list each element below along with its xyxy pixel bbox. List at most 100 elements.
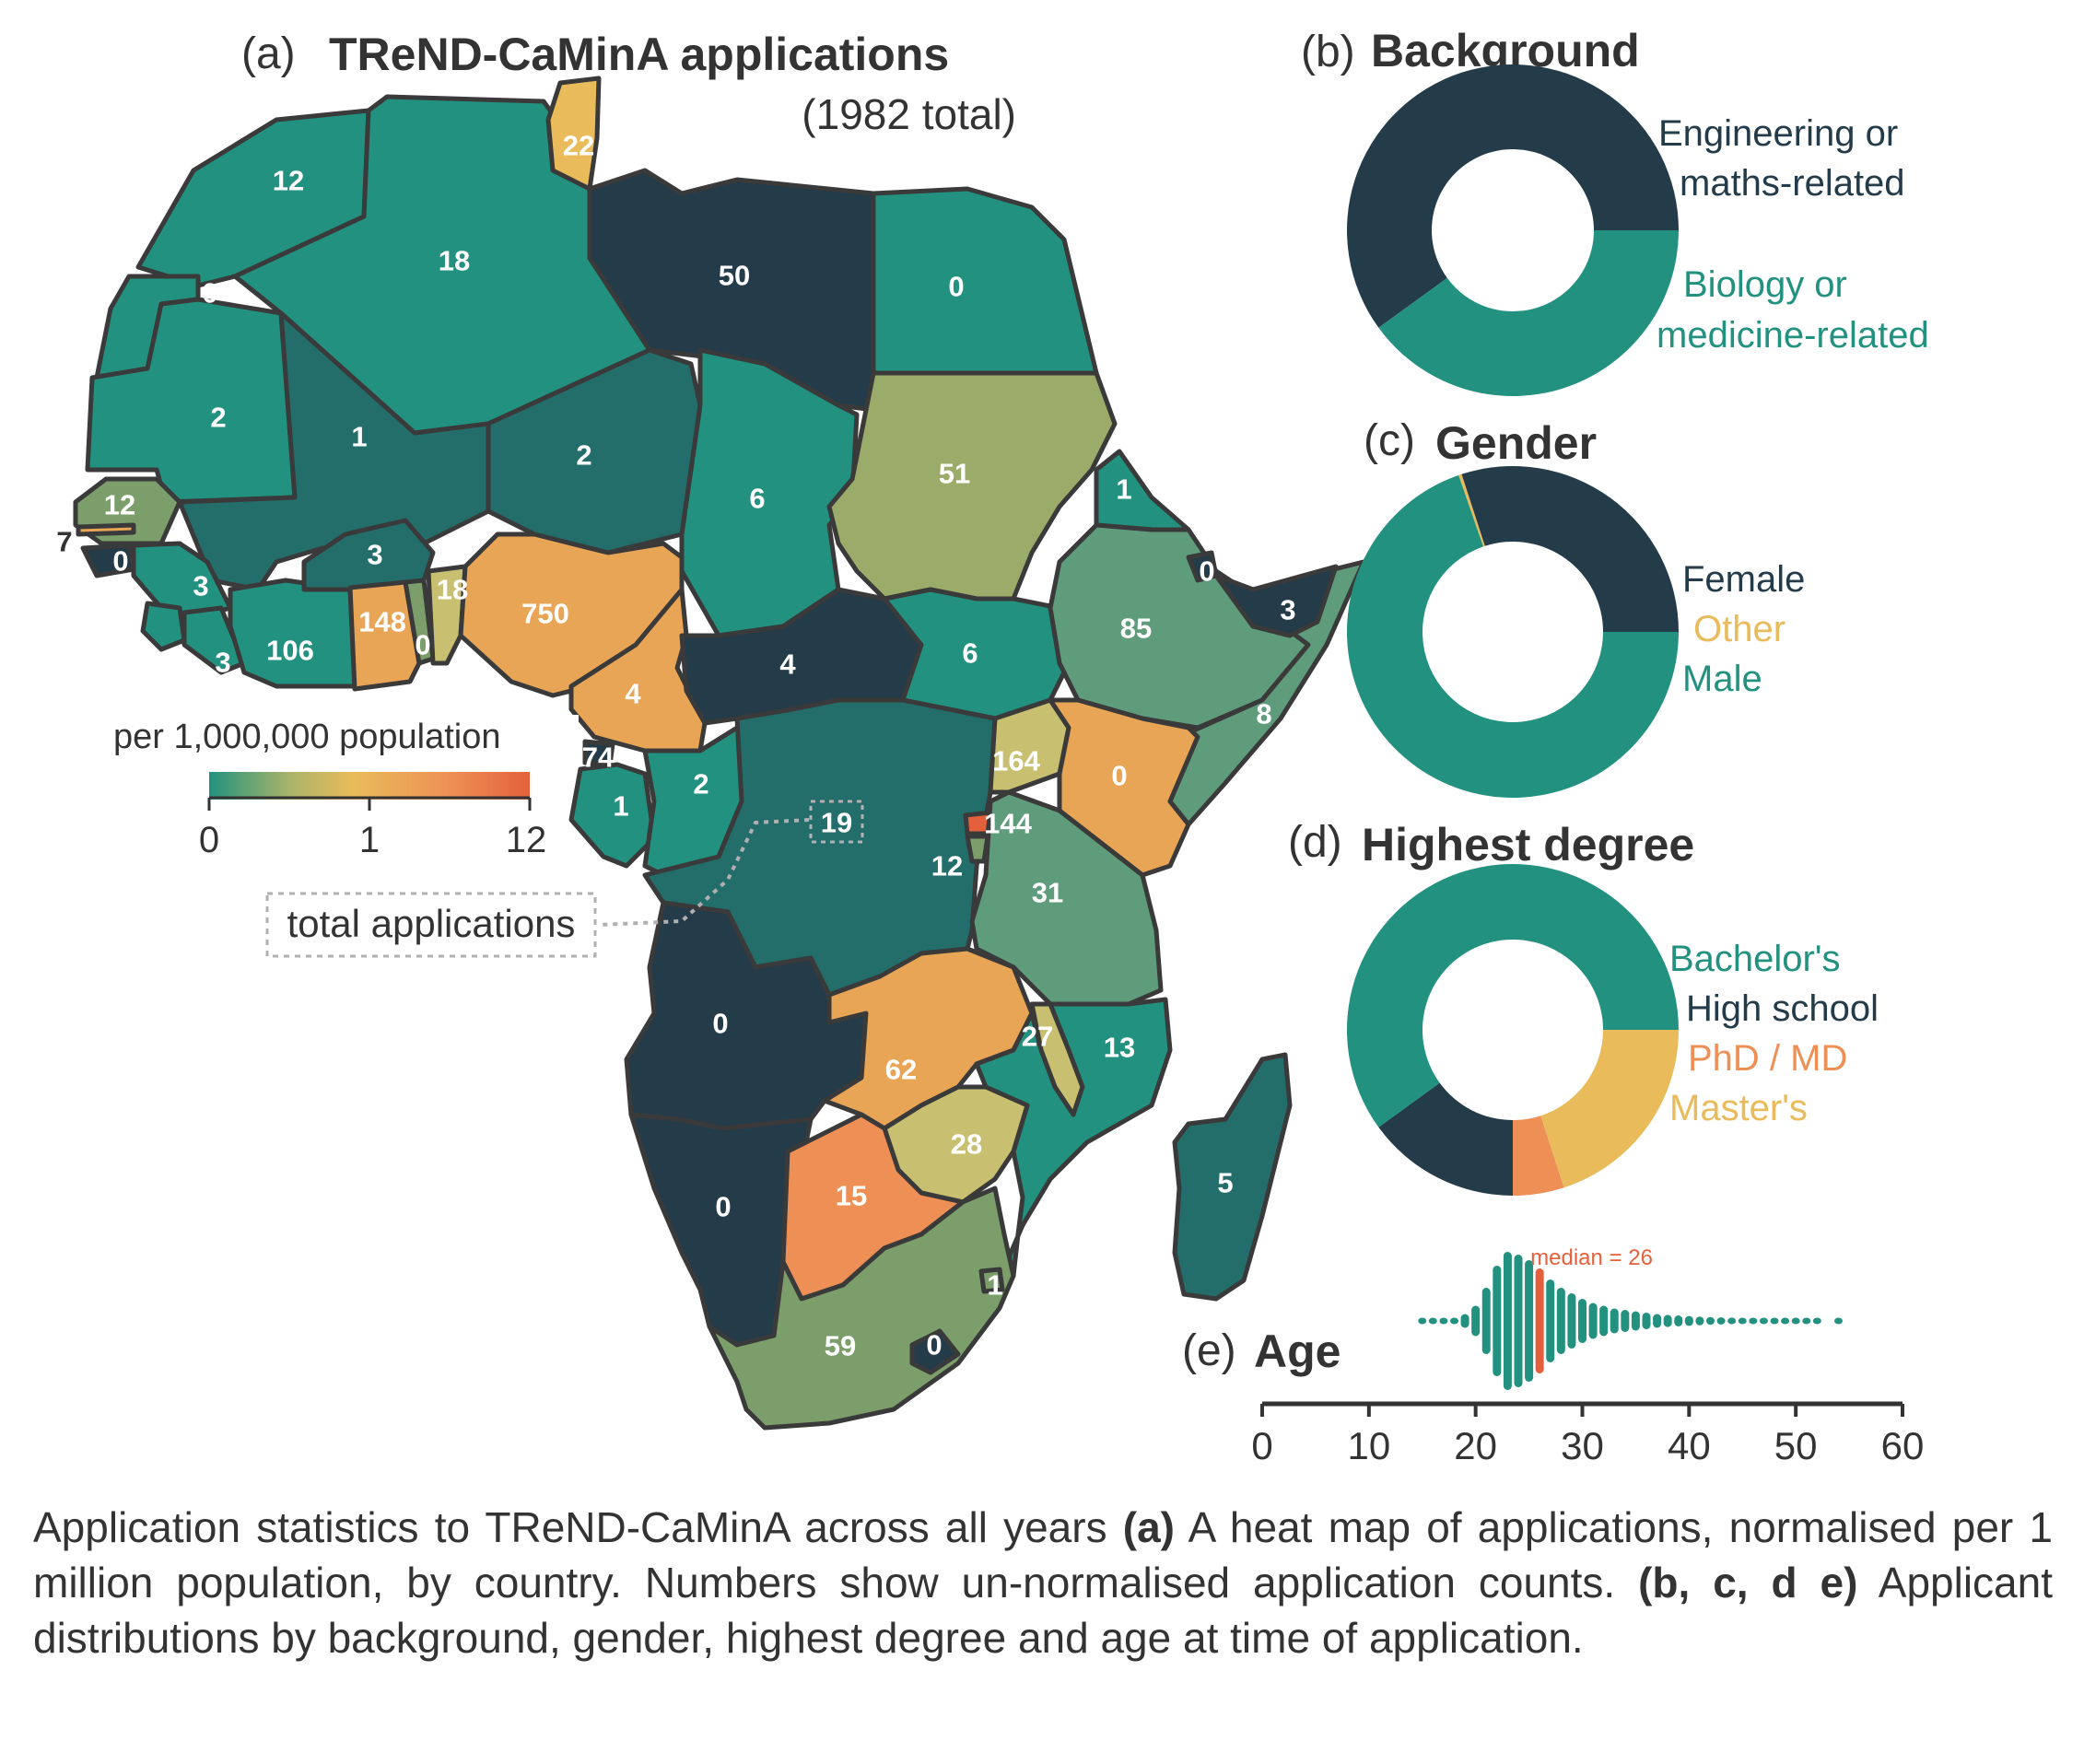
age-bar	[1749, 1317, 1758, 1325]
age-bar	[1460, 1314, 1469, 1328]
caption-bold: (a)	[1122, 1503, 1175, 1551]
country-value-label: 1	[987, 1269, 1002, 1302]
age-bar	[1834, 1317, 1843, 1325]
legend-label: PhD / MD	[1688, 1038, 1847, 1079]
colorbar-title-bg	[109, 715, 579, 757]
age-bar	[1727, 1317, 1737, 1325]
country-benin[interactable]	[426, 564, 468, 666]
panel-e-letter: (e)	[1182, 1326, 1236, 1375]
country-value-label: 0	[112, 545, 128, 578]
country-value-label: 1	[613, 790, 628, 823]
legend-label: medicine-related	[1657, 315, 1929, 356]
age-bar	[1610, 1308, 1619, 1334]
age-bar	[1770, 1317, 1779, 1325]
donut-slice	[1513, 1116, 1564, 1196]
donut-slice	[1461, 465, 1679, 632]
age-axis-tick-label: 50	[1774, 1424, 1818, 1467]
country-value-label: 12	[104, 489, 135, 521]
country-cote-divoire[interactable]	[228, 578, 357, 689]
donut-slice	[1540, 1030, 1679, 1188]
caption-text: Application statistics to TReND-CaMinA a…	[33, 1503, 1123, 1551]
colorbar: per 1,000,000 population 0 1 12	[109, 715, 579, 860]
age-axis-tick-label: 20	[1454, 1424, 1497, 1467]
country-mozambique[interactable]	[974, 997, 1173, 1288]
country-somalia[interactable]	[1167, 559, 1366, 827]
country-value-label: 8	[1256, 698, 1271, 730]
country-value-label: 18	[437, 574, 468, 606]
country-eritrea[interactable]	[1094, 449, 1191, 532]
country-value-label: 18	[439, 245, 470, 277]
country-somaliland[interactable]	[1213, 564, 1339, 638]
age-bar	[1812, 1317, 1821, 1325]
country-value-label: 6	[962, 637, 978, 670]
country-value-label: 4	[625, 678, 641, 710]
country-value-label: 4	[779, 648, 796, 681]
country-value-label: 27	[1022, 1021, 1053, 1053]
colorbar-tick-label: 0	[199, 820, 219, 860]
country-gambia[interactable]	[76, 522, 136, 537]
annotation-leader-line	[598, 818, 810, 927]
donut-slice	[1346, 474, 1679, 798]
country-value-label: 1	[1116, 473, 1131, 506]
panel-a-map: (a) TReND-CaMinA applications (1982 tota…	[56, 29, 1366, 1431]
country-value-label: 148	[358, 606, 406, 638]
country-value-label: 28	[951, 1128, 982, 1161]
country-value-label: 59	[825, 1330, 856, 1362]
country-eswatini[interactable]	[978, 1267, 1005, 1294]
age-bar	[1556, 1288, 1565, 1354]
donut-slice	[1458, 473, 1485, 547]
country-value-label: 2	[210, 402, 226, 434]
age-bar	[1535, 1268, 1544, 1373]
country-gabon[interactable]	[568, 762, 657, 869]
country-madagascar[interactable]	[1172, 1052, 1293, 1302]
age-bar	[1738, 1317, 1747, 1325]
country-ghana[interactable]	[347, 579, 422, 692]
age-bar	[1418, 1317, 1427, 1325]
age-axis-tick-label: 60	[1881, 1424, 1925, 1467]
legend-label: maths-related	[1680, 163, 1905, 204]
age-bar	[1759, 1317, 1768, 1325]
age-bar	[1599, 1305, 1609, 1337]
country-value-label: 12	[931, 850, 963, 882]
country-value-label: 106	[266, 635, 314, 667]
panel-d-letter: (d)	[1288, 818, 1342, 867]
country-egypt[interactable]	[871, 186, 1099, 376]
country-value-label: 0	[926, 1329, 942, 1361]
country-value-label: 85	[1120, 613, 1152, 645]
country-value-label: 0	[712, 1008, 728, 1040]
country-burkina-faso[interactable]	[301, 518, 436, 592]
legend-label: Female	[1682, 559, 1805, 600]
country-value-label: 0	[202, 277, 217, 310]
country-value-label: 0	[1111, 760, 1127, 792]
age-bar	[1525, 1260, 1534, 1382]
country-sierra-leone[interactable]	[140, 601, 187, 652]
country-value-label: 3	[1280, 594, 1295, 626]
age-bar	[1588, 1303, 1598, 1339]
age-axis-tick-label: 10	[1347, 1424, 1390, 1467]
donut-slice	[1378, 230, 1679, 397]
panel-b: (b) Background Engineering ormaths-relat…	[1301, 25, 1929, 397]
country-value-label: 15	[836, 1180, 867, 1212]
legend-label: Bachelor's	[1669, 939, 1841, 979]
country-liberia[interactable]	[181, 605, 247, 675]
legend-label: Other	[1693, 609, 1785, 649]
country-burundi[interactable]	[965, 834, 990, 864]
panel-a-title: TReND-CaMinA applications	[329, 29, 949, 80]
age-bar	[1781, 1317, 1790, 1325]
age-bar	[1439, 1317, 1448, 1325]
country-value-label: 74	[582, 742, 615, 774]
age-axis-tick-label: 30	[1561, 1424, 1604, 1467]
donut-slice	[1347, 64, 1679, 328]
panel-e-title: Age	[1254, 1326, 1341, 1377]
caption-text: Applicant distributions by background, g…	[33, 1559, 2053, 1662]
age-bar	[1578, 1299, 1586, 1343]
country-mali[interactable]	[177, 310, 491, 592]
donut-slice	[1347, 864, 1679, 1127]
annotation: 19 total applications	[265, 800, 864, 958]
panel-d-title: Highest degree	[1362, 819, 1694, 870]
country-lesotho[interactable]	[909, 1328, 961, 1375]
age-axis-tick-label: 0	[1251, 1424, 1272, 1467]
age-bar	[1481, 1288, 1491, 1354]
age-bar	[1621, 1310, 1630, 1332]
colorbar-tick-label: 12	[506, 820, 547, 860]
